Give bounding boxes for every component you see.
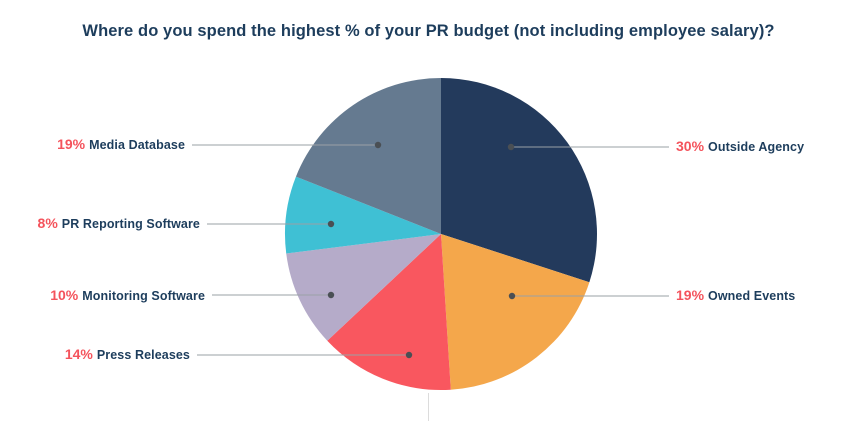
leader-dot-1 xyxy=(508,292,516,300)
slice-label-owned-events: Owned Events xyxy=(708,289,796,303)
leader-dot-5 xyxy=(374,141,382,149)
pie-slice-pr-reporting-software xyxy=(285,176,441,254)
percent-label-outside-agency: 30% xyxy=(676,138,705,154)
leader-dot-3 xyxy=(327,291,335,299)
page-divider-line xyxy=(428,393,429,421)
leader-dot-4 xyxy=(327,220,335,228)
callout-owned-events: 19% Owned Events xyxy=(676,287,795,305)
callout-monitoring-software: 10% Monitoring Software xyxy=(50,287,205,305)
pie-slice-media-database xyxy=(295,78,441,234)
percent-label-press-releases: 14% xyxy=(64,346,93,362)
percent-label-media-database: 19% xyxy=(57,136,86,152)
callout-media-database: 19% Media Database xyxy=(57,136,185,154)
slice-label-monitoring-software: Monitoring Software xyxy=(82,289,205,303)
callout-pr-reporting-software: 8% PR Reporting Software xyxy=(38,215,200,233)
slice-label-press-releases: Press Releases xyxy=(96,348,190,362)
percent-label-monitoring-software: 10% xyxy=(50,287,79,303)
callout-outside-agency: 30% Outside Agency xyxy=(676,138,804,156)
leader-dot-2 xyxy=(405,351,413,359)
pie-slice-press-releases xyxy=(327,234,451,390)
percent-label-pr-reporting-software: 8% xyxy=(37,215,58,231)
slice-label-pr-reporting-software: PR Reporting Software xyxy=(61,217,200,231)
slice-label-outside-agency: Outside Agency xyxy=(708,140,805,154)
callout-press-releases: 14% Press Releases xyxy=(65,346,190,364)
leader-dot-0 xyxy=(507,143,515,151)
pie-slice-owned-events xyxy=(441,234,590,390)
percent-label-owned-events: 19% xyxy=(676,287,705,303)
pie-slice-monitoring-software xyxy=(286,234,441,341)
pie-slice-outside-agency xyxy=(441,78,597,283)
slice-label-media-database: Media Database xyxy=(89,138,185,152)
chart-title: Where do you spend the highest % of your… xyxy=(82,22,775,40)
